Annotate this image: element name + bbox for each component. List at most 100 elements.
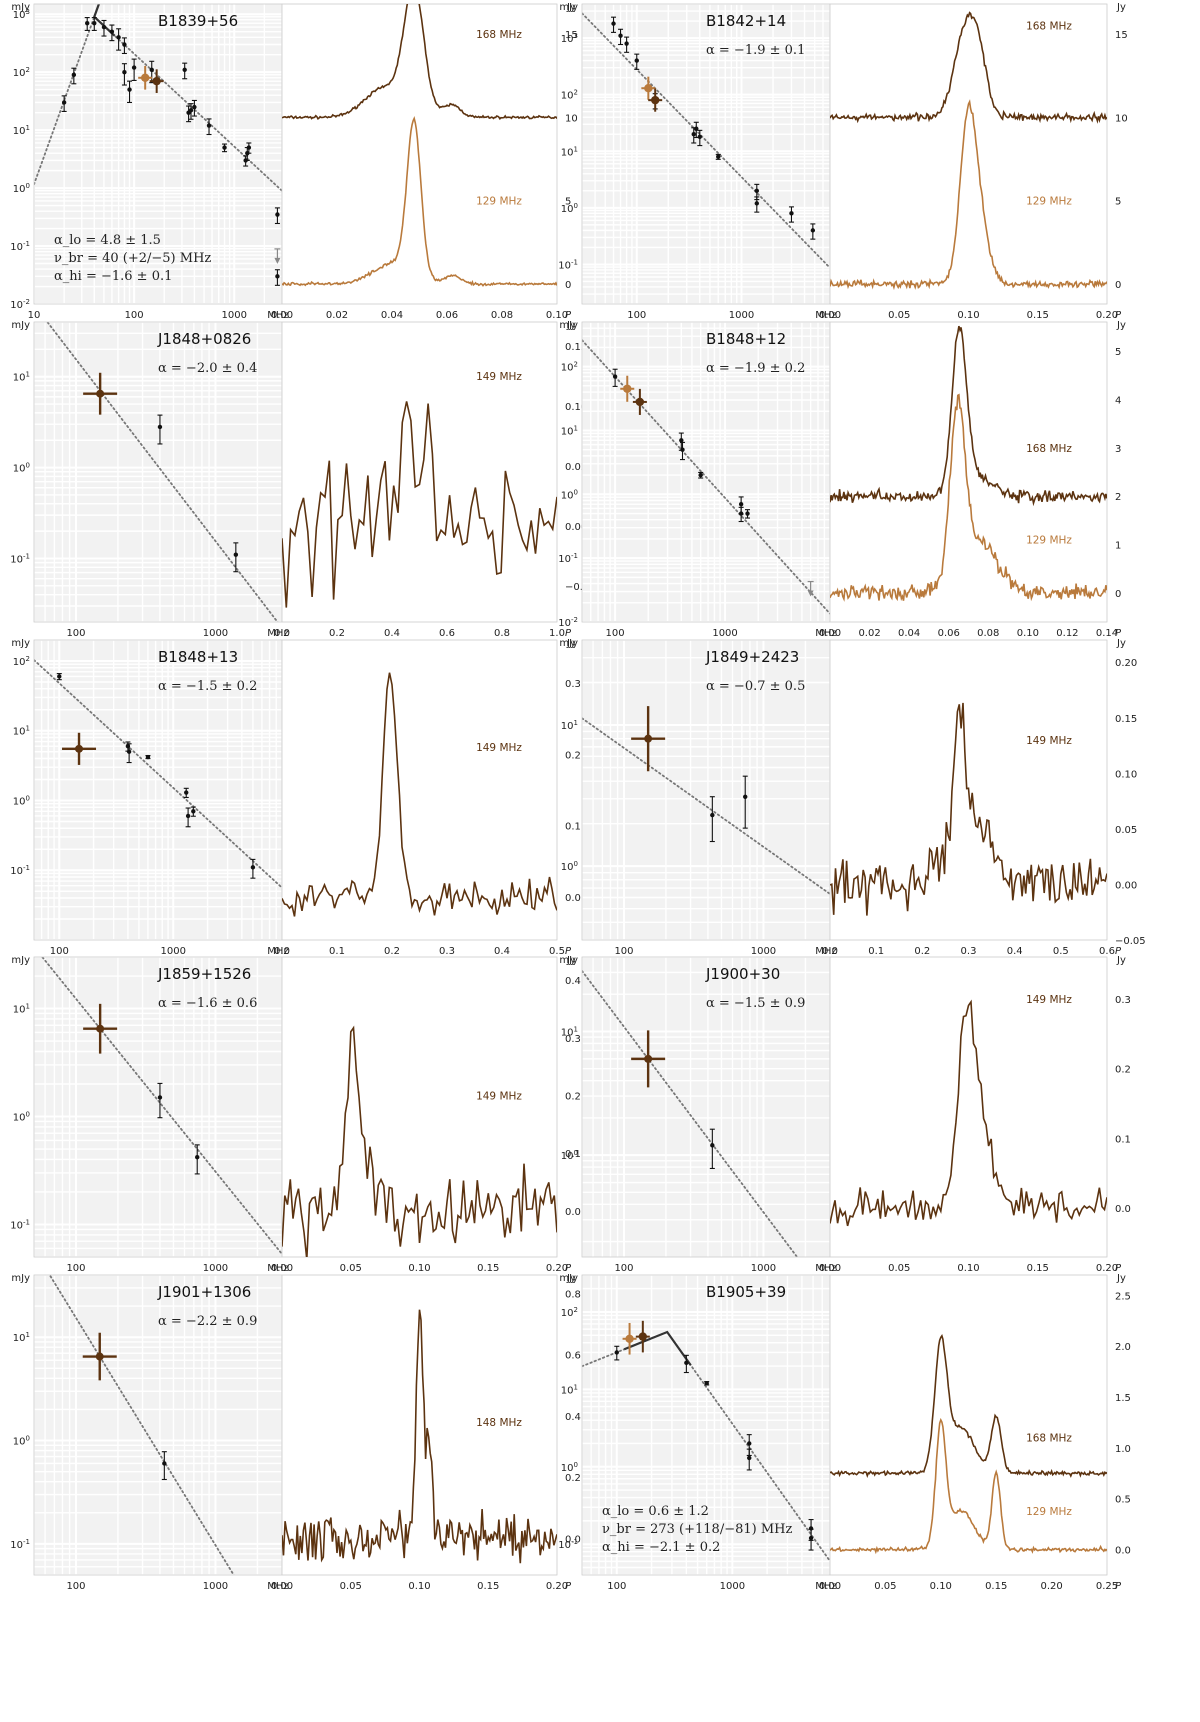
profile-y-tick-label: 0.2 [565,750,581,761]
phase-tick-label: 0.10 [408,1263,430,1274]
flux-point [157,1095,163,1100]
phase-unit-label: P [1115,1263,1122,1274]
x-unit-label: MHz [815,310,836,321]
y-unit-label: mJy [11,2,30,13]
lofar-flux-point [625,1334,634,1343]
flux-point [206,123,212,128]
y-tick-label: 101 [13,371,30,384]
phase-tick-label: 0.05 [888,310,910,321]
flux-point [789,211,794,216]
y-tick-exponent: 0 [26,1111,30,1119]
y-unit-label: mJy [559,1273,578,1284]
phase-tick-label: 0.5 [549,946,565,957]
spectral-index-annotation: α = −1.9 ± 0.1 [706,43,805,58]
pulsar-name: B1839+56 [158,12,238,30]
y-tick-label: 10-1 [10,1218,30,1231]
profile-y-tick-label: 0.10 [1115,769,1137,780]
phase-tick-label: 0.06 [938,628,960,639]
profile-y-tick-label: 0.4 [565,976,581,987]
power-law-fit-line [46,322,279,622]
profile-y-tick-label: 0.20 [1115,658,1137,669]
y-tick-exponent: 0 [26,462,30,470]
profile-y-tick-label: 4 [1115,395,1121,406]
profile-plot-area [282,672,557,917]
profile-y-tick-label: 0.15 [1115,714,1137,725]
flux-point [71,72,77,78]
profile-y-unit: Jy [566,2,576,13]
phase-tick-label: 0.00 [819,628,841,639]
lofar-flux-point [638,1332,648,1341]
spectrum-plot-area [582,4,830,304]
pulsar-name: B1905+39 [706,1283,786,1301]
x-tick-label: 100 [606,628,625,639]
profile-frequency-label: 168 MHz [1026,21,1072,33]
profile-frame [281,639,558,941]
power-law-fit-line [41,957,282,1255]
y-tick-label: 10-1 [558,258,578,271]
profile-y-tick-label: 0.1 [1115,1134,1131,1145]
phase-tick-label: 0.20 [1096,1263,1118,1274]
profile-trace [282,116,557,287]
profile-y-unit: Jy [1116,1273,1126,1284]
y-tick-exponent: 0 [574,860,578,868]
flux-point [716,154,721,159]
pulsar-name: B1848+12 [706,330,786,348]
flux-point [747,1441,752,1446]
phase-tick-label: 0.4 [1007,946,1023,957]
fit-parameter-annotation: ν_br = 40 (+2/−5) MHz [54,251,211,266]
profile-y-tick-label: 0.00 [565,522,587,533]
y-tick-exponent: 1 [26,124,30,132]
profile-y-tick-label: 0.8 [565,1289,581,1300]
flux-point [188,108,194,113]
phase-tick-label: 0.15 [1027,310,1049,321]
x-tick-label: 100 [614,946,633,957]
flux-point [61,100,67,105]
profile-plot-area [830,325,1107,602]
y-tick-label: 10-1 [558,552,578,565]
phase-tick-label: 0.2 [914,946,930,957]
profile-y-unit: Jy [566,955,576,966]
phase-tick-label: 0.10 [408,1581,430,1592]
phase-tick-label: 0.02 [858,628,880,639]
profile-y-tick-label: 0.00 [1115,880,1137,891]
phase-tick-label: 0.15 [1027,1263,1049,1274]
y-tick-label: 10-2 [558,616,578,629]
phase-tick-label: 0.15 [477,1263,499,1274]
phase-tick-label: 0.20 [1096,310,1118,321]
pulsar-name: J1859+1526 [157,965,251,983]
profile-y-unit: Jy [1116,955,1126,966]
profile-y-tick-label: 0.10 [565,402,587,413]
profile-y-unit: Jy [566,320,576,331]
flux-point [754,201,759,206]
phase-tick-label: 0.20 [546,1263,568,1274]
x-unit-label: MHz [815,1581,836,1592]
phase-unit-label: P [565,1263,572,1274]
profile-y-tick-label: 15 [565,30,578,41]
x-unit-label: MHz [267,1263,288,1274]
phase-tick-label: 0.1 [868,946,884,957]
pulsar-name: J1848+0826 [157,330,251,348]
y-tick-exponent: 0 [574,488,578,496]
x-tick-label: 1000 [203,1581,228,1592]
flux-point [808,1535,814,1541]
y-tick-label: 10-1 [10,864,30,877]
x-tick-label: 100 [66,1263,85,1274]
profile-y-tick-label: 1 [1115,541,1121,552]
y-tick-label: 10-1 [10,240,30,253]
flux-point [691,132,696,137]
spectrum-background [582,1275,830,1575]
flux-point [738,502,744,507]
y-tick-exponent: -1 [571,258,578,266]
profile-y-unit: Jy [1116,638,1126,649]
flux-point [149,67,154,72]
y-tick-exponent: 1 [26,1331,30,1339]
panel-B1839+56: 10 100 1000 MHz10-210-1100101102103mJyB1839… [10,2,578,321]
x-tick-label: 1000 [751,1263,776,1274]
profile-y-tick-label: 0 [1115,280,1121,291]
y-unit-label: mJy [11,638,30,649]
y-tick-label: 101 [13,725,30,738]
flux-point [612,374,618,379]
flux-point [754,188,759,194]
broken-fit-solid [623,1330,692,1366]
profile-trace [830,702,1107,916]
